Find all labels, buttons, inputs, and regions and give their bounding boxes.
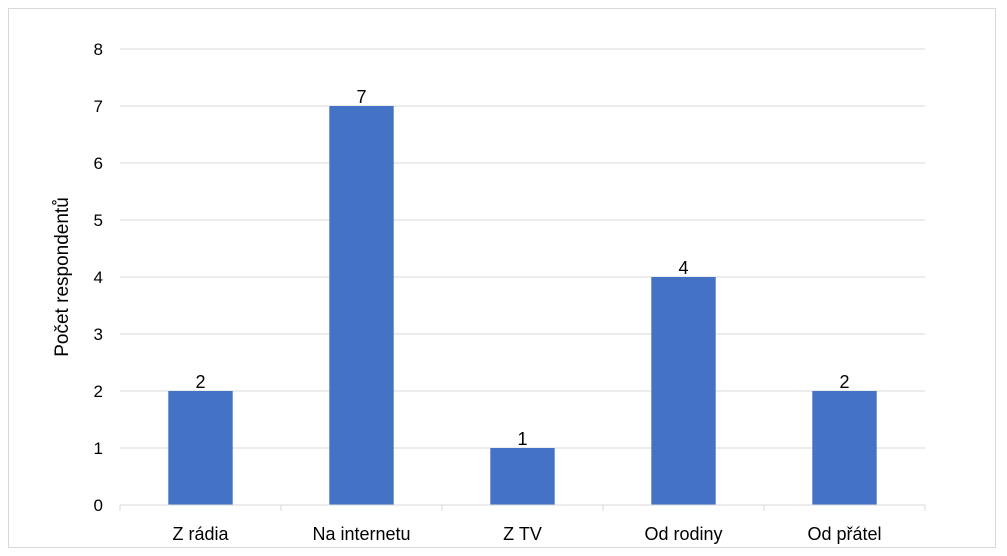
x-tick-label: Z TV (503, 524, 542, 544)
bar (168, 391, 233, 505)
y-axis-title: Počet respondentů (52, 197, 73, 357)
x-tick-label: Od přátel (807, 524, 881, 544)
bar (651, 277, 716, 505)
y-tick-label: 0 (94, 496, 103, 515)
data-label: 2 (839, 372, 849, 392)
y-tick-label: 8 (94, 40, 103, 59)
y-tick-label: 3 (94, 325, 103, 344)
bar (812, 391, 877, 505)
data-label: 1 (517, 429, 527, 449)
y-tick-label: 1 (94, 439, 103, 458)
data-label: 2 (195, 372, 205, 392)
x-axis: Z rádia Na internetu Z TV Od rodiny Od přáte… (119, 504, 926, 544)
gridlines (120, 48, 925, 449)
y-tick-label: 6 (94, 154, 103, 173)
data-label: 7 (356, 87, 366, 107)
x-tick-label: Na internetu (312, 524, 410, 544)
data-labels: 2 7 1 4 2 (195, 87, 849, 449)
bar (490, 448, 555, 505)
x-tick-label: Z rádia (172, 524, 229, 544)
x-tick-label: Od rodiny (644, 524, 722, 544)
y-tick-label: 7 (94, 97, 103, 116)
y-tick-label: 5 (94, 211, 103, 230)
bar (329, 106, 394, 505)
data-label: 4 (678, 258, 688, 278)
y-tick-label: 4 (94, 268, 103, 287)
y-tick-labels: 0 1 2 3 4 5 6 7 8 (94, 40, 103, 515)
y-tick-label: 2 (94, 382, 103, 401)
bars (168, 106, 877, 505)
